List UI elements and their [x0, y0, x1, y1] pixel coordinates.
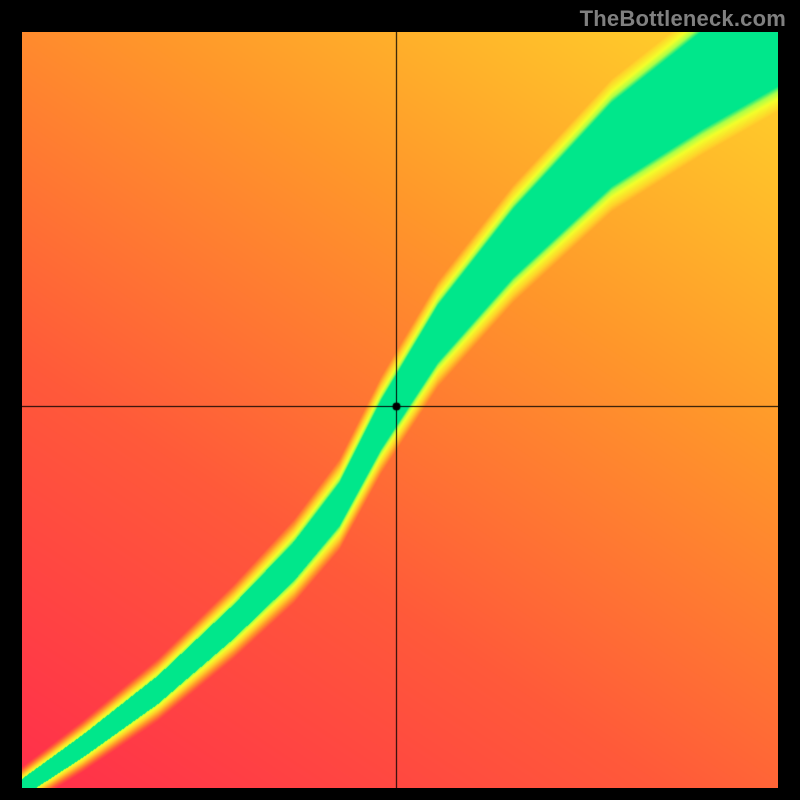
watermark-text: TheBottleneck.com: [580, 6, 786, 32]
chart-container: TheBottleneck.com: [0, 0, 800, 800]
plot-area: [22, 32, 778, 788]
heatmap-canvas: [22, 32, 778, 788]
